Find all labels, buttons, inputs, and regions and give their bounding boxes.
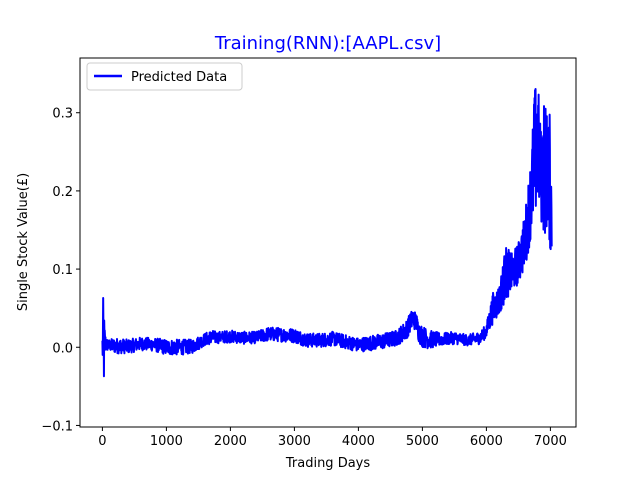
y-tick-label: 0.0 bbox=[52, 341, 73, 356]
y-tick-label: 0.1 bbox=[52, 263, 73, 278]
x-axis: 0 1000 2000 3000 4000 5000 6000 7000 bbox=[98, 427, 567, 449]
y-axis-label: Single Stock Value(£) bbox=[16, 173, 31, 311]
x-tick-label: 0 bbox=[98, 434, 106, 449]
plot-area bbox=[101, 87, 553, 378]
x-tick-label: 4000 bbox=[342, 434, 375, 449]
x-tick-label: 5000 bbox=[406, 434, 439, 449]
y-tick-label: 0.2 bbox=[52, 185, 73, 200]
legend-entry-predicted-data: Predicted Data bbox=[131, 70, 227, 85]
y-tick-label: 0.3 bbox=[52, 107, 73, 122]
legend: Predicted Data bbox=[86, 62, 243, 91]
x-tick-label: 1000 bbox=[150, 434, 183, 449]
chart-title: Training(RNN):[AAPL.csv] bbox=[214, 33, 441, 54]
x-tick-label: 7000 bbox=[534, 434, 567, 449]
x-axis-label: Trading Days bbox=[285, 456, 370, 471]
x-tick-label: 2000 bbox=[214, 434, 247, 449]
series-predicted-data-line bbox=[101, 87, 553, 378]
x-tick-label: 3000 bbox=[278, 434, 311, 449]
x-tick-label: 6000 bbox=[470, 434, 503, 449]
y-axis: −0.1 0.0 0.1 0.2 0.3 bbox=[41, 107, 80, 434]
legend-box bbox=[86, 62, 243, 91]
y-tick-label: −0.1 bbox=[41, 419, 73, 434]
axes-frame bbox=[79, 57, 577, 428]
